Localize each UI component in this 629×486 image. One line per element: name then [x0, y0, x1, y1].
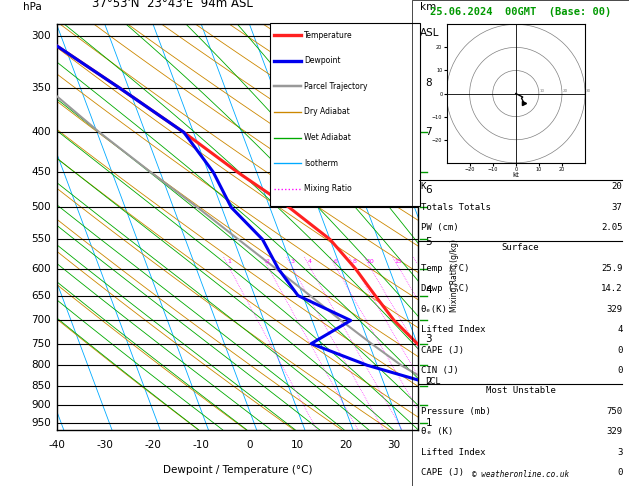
Text: LCL: LCL	[425, 377, 441, 386]
Text: hPa: hPa	[23, 2, 42, 12]
Text: 1: 1	[425, 418, 432, 428]
Text: 550: 550	[31, 234, 51, 244]
Text: 900: 900	[31, 400, 51, 410]
Text: 350: 350	[31, 83, 51, 92]
Text: 10: 10	[291, 440, 304, 450]
Text: 400: 400	[31, 127, 51, 138]
Text: 20: 20	[612, 182, 623, 191]
Text: 500: 500	[31, 202, 51, 212]
Text: 5: 5	[425, 238, 432, 247]
Text: K: K	[421, 182, 426, 191]
Text: 3: 3	[425, 334, 432, 344]
Text: 30: 30	[586, 89, 591, 93]
Text: Surface: Surface	[502, 243, 539, 253]
Text: 37: 37	[612, 203, 623, 212]
Bar	[270, 23, 420, 206]
Text: 650: 650	[31, 291, 51, 300]
Text: 2: 2	[266, 259, 270, 264]
Text: 0: 0	[617, 366, 623, 375]
Text: -10: -10	[193, 440, 209, 450]
Text: 30: 30	[387, 440, 401, 450]
Text: 2.05: 2.05	[601, 223, 623, 232]
Text: 3: 3	[617, 448, 623, 457]
Text: 25.06.2024  00GMT  (Base: 00): 25.06.2024 00GMT (Base: 00)	[430, 7, 611, 17]
Text: 10: 10	[540, 89, 545, 93]
Text: Mixing Ratio: Mixing Ratio	[304, 184, 352, 193]
Text: 2: 2	[425, 377, 432, 387]
Text: 0: 0	[246, 440, 253, 450]
Text: Wet Adiabat: Wet Adiabat	[304, 133, 351, 142]
Text: 6: 6	[334, 259, 338, 264]
Text: Lifted Index: Lifted Index	[421, 448, 485, 457]
Text: 6: 6	[425, 185, 432, 195]
Text: 300: 300	[31, 31, 51, 41]
Text: 37°53'N  23°43'E  94m ASL: 37°53'N 23°43'E 94m ASL	[92, 0, 253, 10]
Text: CAPE (J): CAPE (J)	[421, 346, 464, 355]
Text: 0: 0	[617, 468, 623, 477]
Text: θₑ (K): θₑ (K)	[421, 427, 453, 436]
Text: CIN (J): CIN (J)	[421, 366, 459, 375]
X-axis label: kt: kt	[513, 172, 519, 178]
Text: 8: 8	[353, 259, 357, 264]
Text: Most Unstable: Most Unstable	[486, 386, 555, 396]
Text: 20: 20	[340, 440, 352, 450]
Text: 750: 750	[31, 339, 51, 348]
Text: 14.2: 14.2	[601, 284, 623, 294]
Text: 3: 3	[290, 259, 294, 264]
Text: 700: 700	[31, 315, 51, 326]
Text: 7: 7	[425, 127, 432, 138]
Text: 950: 950	[31, 418, 51, 428]
Text: θₑ(K): θₑ(K)	[421, 305, 448, 314]
Text: Dry Adiabat: Dry Adiabat	[304, 107, 350, 117]
Text: 1: 1	[227, 259, 231, 264]
Text: -20: -20	[145, 440, 162, 450]
Text: PW (cm): PW (cm)	[421, 223, 459, 232]
Text: Mixing Ratio (g/kg): Mixing Ratio (g/kg)	[450, 240, 459, 312]
Text: km: km	[420, 2, 437, 12]
Text: -40: -40	[48, 440, 65, 450]
Text: 15: 15	[394, 259, 403, 264]
Text: ASL: ASL	[420, 28, 440, 38]
Text: 8: 8	[425, 78, 432, 87]
Text: 329: 329	[606, 427, 623, 436]
Text: Dewpoint: Dewpoint	[304, 56, 341, 65]
Text: © weatheronline.co.uk: © weatheronline.co.uk	[472, 469, 569, 479]
Text: 800: 800	[31, 360, 51, 370]
Text: 0: 0	[617, 346, 623, 355]
Text: Pressure (mb): Pressure (mb)	[421, 407, 491, 416]
Text: 750: 750	[606, 407, 623, 416]
Text: Isotherm: Isotherm	[304, 158, 338, 168]
Text: Temperature: Temperature	[304, 31, 353, 40]
Text: 25.9: 25.9	[601, 264, 623, 273]
Text: Totals Totals: Totals Totals	[421, 203, 491, 212]
Text: 450: 450	[31, 167, 51, 177]
Text: Temp (°C): Temp (°C)	[421, 264, 469, 273]
Text: Dewp (°C): Dewp (°C)	[421, 284, 469, 294]
Text: 4: 4	[308, 259, 312, 264]
Text: 20: 20	[563, 89, 569, 93]
Text: Lifted Index: Lifted Index	[421, 325, 485, 334]
Text: 10: 10	[366, 259, 374, 264]
Text: 4: 4	[617, 325, 623, 334]
Text: 4: 4	[425, 285, 432, 295]
Text: 329: 329	[606, 305, 623, 314]
Text: 600: 600	[31, 264, 51, 274]
Text: CAPE (J): CAPE (J)	[421, 468, 464, 477]
Text: Parcel Trajectory: Parcel Trajectory	[304, 82, 368, 91]
Text: Dewpoint / Temperature (°C): Dewpoint / Temperature (°C)	[163, 465, 312, 475]
Text: -30: -30	[96, 440, 113, 450]
Text: 850: 850	[31, 381, 51, 391]
